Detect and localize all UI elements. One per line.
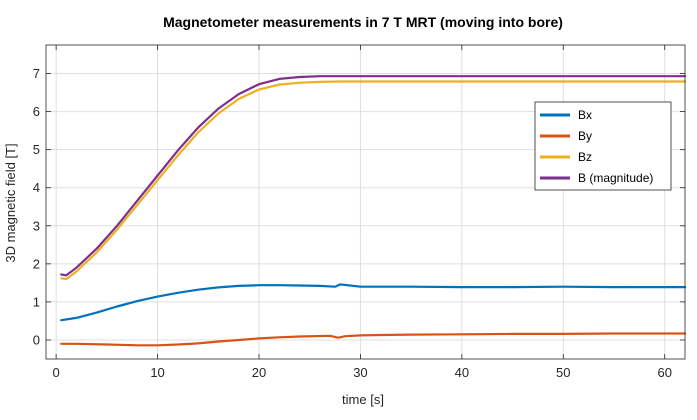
legend-box bbox=[534, 101, 672, 191]
legend-label-bx: Bx bbox=[578, 108, 592, 122]
legend: Bx By Bz B (magnitude) bbox=[534, 101, 672, 191]
series-line-bx bbox=[60, 283, 687, 322]
x-tick-label: 10 bbox=[150, 365, 164, 380]
x-tick-label: 40 bbox=[455, 365, 469, 380]
y-tick-label: 5 bbox=[33, 142, 40, 157]
chart-title: Magnetometer measurements in 7 T MRT (mo… bbox=[163, 14, 563, 30]
y-tick-label: 4 bbox=[33, 180, 40, 195]
legend-label-by: By bbox=[578, 129, 592, 143]
y-tick-label: 7 bbox=[33, 66, 40, 81]
x-tick-label: 30 bbox=[353, 365, 367, 380]
plot-border bbox=[45, 44, 686, 360]
y-tick-label: 1 bbox=[33, 294, 40, 309]
legend-label-b-magnitude: B (magnitude) bbox=[578, 171, 653, 185]
y-axis-label: 3D magnetic field [T] bbox=[3, 143, 18, 262]
series-line-b-magnitude bbox=[60, 75, 687, 277]
x-axis-label: time [s] bbox=[342, 392, 384, 407]
x-tick-label: 0 bbox=[53, 365, 60, 380]
x-tick-label: 60 bbox=[657, 365, 671, 380]
series-line-by bbox=[60, 332, 687, 347]
series-line-bz bbox=[60, 80, 687, 281]
x-tick-label: 20 bbox=[252, 365, 266, 380]
y-tick-label: 6 bbox=[33, 104, 40, 119]
ticks: 0 10 20 30 40 50 60 0 1 2 3 4 5 6 7 bbox=[33, 45, 685, 380]
y-tick-label: 2 bbox=[33, 256, 40, 271]
plot-area bbox=[46, 45, 685, 359]
y-tick-label: 0 bbox=[33, 332, 40, 347]
x-tick-label: 50 bbox=[556, 365, 570, 380]
y-tick-label: 3 bbox=[33, 218, 40, 233]
legend-label-bz: Bz bbox=[578, 150, 592, 164]
series-group bbox=[60, 75, 687, 347]
